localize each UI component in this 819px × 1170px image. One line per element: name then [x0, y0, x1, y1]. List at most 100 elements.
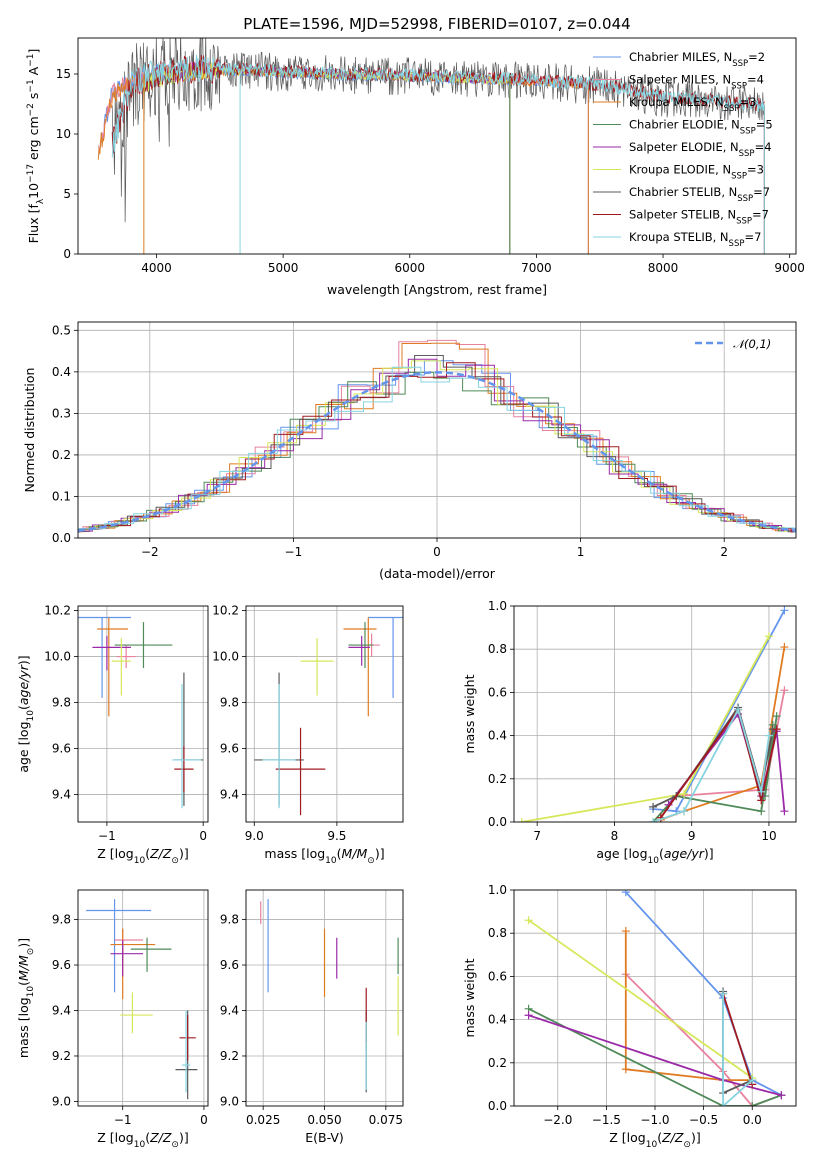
- mass-weight-marker: [780, 807, 789, 816]
- x-tick-label: 2: [720, 545, 728, 559]
- x-tick-label: 0.025: [246, 1113, 280, 1127]
- y-axis-label: Normed distribution: [22, 368, 37, 493]
- y-tick-label: 10: [56, 127, 71, 141]
- x-tick-label: 4000: [141, 261, 172, 275]
- panel-mass-vs-EBV: 0.025 0.050 0.075 9.0 9.2 9.4 9.6 9.8 E(B-V): [220, 889, 404, 1145]
- axes-frame: [245, 605, 404, 823]
- x-axis-label: mass [log10(M/M⊙)]: [264, 846, 384, 866]
- axes-frame: [513, 889, 797, 1107]
- x-tick-label: −0.5: [689, 1113, 718, 1127]
- x-tick-label: 0: [433, 545, 441, 559]
- panel-spectrum: 4000 5000 6000 7000 8000 9000 0 5 10 15 Chabrier M…: [26, 37, 805, 297]
- x-tick-label: 1: [577, 545, 585, 559]
- plot-area: [517, 606, 789, 822]
- legend-label: Salpeter MILES, NSSP=4: [629, 73, 764, 92]
- y-tick-label: 0.5: [52, 323, 71, 337]
- x-tick-label: 0: [200, 1113, 208, 1127]
- y-tick-label: 9.4: [220, 787, 239, 801]
- y-tick-label: 0.4: [52, 365, 71, 379]
- axes-frame: [77, 889, 209, 1107]
- y-tick-label: 9.8: [52, 913, 71, 927]
- mass-weight-line: [660, 707, 778, 819]
- x-axis-label: Z [log10(Z/Z⊙)]: [609, 1130, 700, 1150]
- y-tick-label: 9.6: [220, 741, 239, 755]
- y-tick-label: 9.2: [52, 1049, 71, 1063]
- x-tick-label: −1: [285, 545, 303, 559]
- x-tick-label: 8: [611, 829, 619, 843]
- x-tick-label: 10: [761, 829, 776, 843]
- y-tick-label: 9.8: [220, 696, 239, 710]
- mass-weight-marker: [719, 989, 728, 998]
- x-axis-label: wavelength [Angstrom, rest frame]: [327, 282, 547, 297]
- y-tick-label: 10.0: [44, 650, 71, 664]
- normal-curve: [78, 371, 796, 532]
- axes-frame: [513, 605, 797, 823]
- panel-mass-vs-Z: −1 0 9.0 9.2 9.4 9.6 9.8 Z [log10(Z/Z⊙)] mass [l…: [16, 889, 209, 1150]
- legend-label: Salpeter ELODIE, NSSP=4: [629, 140, 772, 159]
- legend-label: Chabrier MILES, NSSP=2: [629, 50, 765, 69]
- histogram-step: [78, 366, 796, 533]
- x-tick-label: 0.0: [743, 1113, 762, 1127]
- y-tick-label: 10.2: [212, 604, 239, 618]
- mass-weight-marker: [679, 807, 688, 816]
- y-axis-label: Flux [fλ10−17 erg cm−2 s−1 A−1]: [26, 49, 46, 244]
- mass-weight-marker: [777, 1091, 786, 1100]
- x-tick-label: 0: [199, 829, 207, 843]
- mass-weight-marker: [517, 818, 526, 822]
- x-tick-label: −1.5: [592, 1113, 621, 1127]
- x-axis-label: E(B-V): [305, 1130, 344, 1145]
- y-tick-label: 0.1: [52, 489, 71, 503]
- legend-label: Salpeter STELIB, NSSP=7: [629, 208, 769, 227]
- mass-weight-line: [652, 716, 778, 822]
- mass-weight-marker: [780, 643, 789, 652]
- mass-weight-marker: [621, 890, 630, 897]
- mass-weight-marker: [780, 686, 789, 695]
- mass-weight-marker: [621, 1065, 630, 1074]
- y-tick-label: 0.6: [488, 685, 507, 699]
- mass-weight-marker: [757, 796, 766, 805]
- axes-frame: [77, 37, 797, 255]
- mass-weight-marker: [734, 705, 743, 714]
- x-tick-label: 9000: [774, 261, 805, 275]
- mass-weight-line: [722, 993, 754, 1085]
- x-axis-label: Z [log10(Z/Z⊙)]: [97, 846, 188, 866]
- legend-label: Chabrier ELODIE, NSSP=5: [629, 118, 773, 137]
- x-tick-label: 9.0: [245, 829, 264, 843]
- y-tick-label: 0.8: [488, 642, 507, 656]
- y-tick-label: 9.4: [52, 787, 71, 801]
- y-tick-label: 0.0: [52, 531, 71, 545]
- plot-area: [524, 890, 786, 1106]
- x-tick-label: 6000: [395, 261, 426, 275]
- y-tick-label: 0.3: [52, 406, 71, 420]
- mass-weight-marker: [719, 1102, 728, 1106]
- y-tick-label: 9.4: [220, 1004, 239, 1018]
- legend-label: Kroupa ELODIE, NSSP=3: [629, 163, 764, 182]
- y-tick-label: 0.6: [488, 969, 507, 983]
- x-axis-label: (data-model)/error: [379, 566, 496, 581]
- y-tick-label: 0.4: [488, 729, 507, 743]
- y-tick-label: 9.2: [220, 1049, 239, 1063]
- mass-weight-line: [624, 931, 753, 1081]
- axes-frame: [77, 605, 209, 823]
- mass-weight-marker: [748, 1076, 757, 1085]
- x-tick-label: 7: [533, 829, 541, 843]
- x-axis-label: age [log10(age/yr)]: [596, 846, 713, 866]
- y-tick-label: 1.0: [488, 599, 507, 613]
- plot-area: [78, 616, 204, 809]
- mass-weight-line: [528, 1007, 782, 1106]
- y-tick-label: 0.0: [488, 1099, 507, 1113]
- x-tick-label: −2.0: [543, 1113, 572, 1127]
- spectrum-line: [111, 54, 765, 158]
- mass-weight-line: [528, 919, 753, 1079]
- y-tick-label: 0.4: [488, 1013, 507, 1027]
- y-tick-label: 9.6: [220, 958, 239, 972]
- y-tick-label: 10.2: [44, 604, 71, 618]
- y-tick-label: 0: [63, 247, 71, 261]
- panel-massweight-vs-Z: −2.0 −1.5 −1.0 −0.5 0.0 0.0 0.2 0.4 0.6 0.8 1.0 Z […: [462, 883, 797, 1150]
- y-tick-label: 1.0: [488, 883, 507, 897]
- y-tick-label: 10.0: [212, 650, 239, 664]
- y-tick-label: 0.0: [488, 815, 507, 829]
- mass-weight-marker: [772, 725, 781, 734]
- mass-weight-marker: [764, 632, 773, 641]
